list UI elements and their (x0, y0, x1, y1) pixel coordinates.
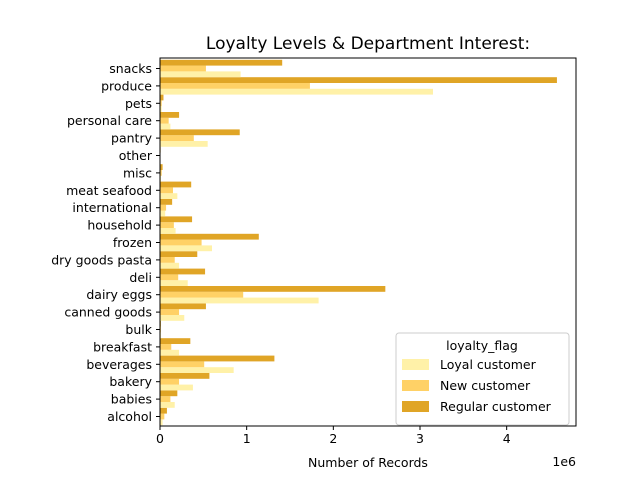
legend-label: Regular customer (440, 399, 552, 414)
bar-dairy-eggs-regular-customer (160, 286, 385, 292)
y-tick-label: misc (123, 165, 152, 180)
bar-breakfast-regular-customer (160, 338, 190, 344)
bar-beverages-regular-customer (160, 356, 274, 362)
bar-bakery-regular-customer (160, 373, 209, 379)
bar-canned-goods-new-customer (160, 309, 179, 315)
bar-dairy-eggs-loyal-customer (160, 298, 319, 304)
bar-dairy-eggs-new-customer (160, 292, 243, 298)
bar-beverages-new-customer (160, 361, 204, 367)
y-tick-label: bakery (109, 374, 152, 389)
x-tick-label: 2 (329, 431, 337, 446)
bar-meat-seafood-regular-customer (160, 182, 191, 188)
legend-label: Loyal customer (440, 357, 537, 372)
bar-meat-seafood-new-customer (160, 187, 173, 193)
y-tick-label: pantry (111, 131, 153, 146)
legend: loyalty_flag Loyal customer New customer R… (396, 333, 569, 425)
bar-dry-goods-pasta-new-customer (160, 257, 175, 263)
bar-deli-loyal-customer (160, 280, 188, 286)
bar-produce-loyal-customer (160, 89, 433, 95)
legend-swatch (402, 359, 429, 370)
bar-produce-new-customer (160, 83, 310, 89)
x-axis-scale-label: 1e6 (552, 454, 576, 469)
bar-snacks-loyal-customer (160, 71, 241, 77)
bar-household-regular-customer (160, 216, 192, 222)
y-tick-label: babies (111, 392, 152, 407)
bar-international-new-customer (160, 205, 166, 211)
x-tick-label: 1 (243, 431, 251, 446)
bar-pantry-new-customer (160, 135, 194, 141)
y-tick-label: other (119, 148, 153, 163)
bar-bakery-loyal-customer (160, 385, 193, 391)
bar-alcohol-new-customer (160, 414, 164, 420)
bar-produce-regular-customer (160, 77, 557, 83)
bar-breakfast-new-customer (160, 344, 171, 350)
bar-babies-loyal-customer (160, 402, 175, 408)
bar-babies-new-customer (160, 396, 170, 402)
y-tick-label: beverages (86, 357, 152, 372)
y-tick-label: bulk (125, 322, 152, 337)
bar-frozen-loyal-customer (160, 245, 212, 251)
legend-title: loyalty_flag (446, 338, 518, 353)
bar-snacks-new-customer (160, 66, 206, 72)
bar-frozen-new-customer (160, 240, 202, 246)
bar-deli-regular-customer (160, 269, 205, 275)
y-tick-label: breakfast (93, 339, 152, 354)
bar-pantry-regular-customer (160, 129, 240, 135)
bar-frozen-regular-customer (160, 234, 259, 240)
x-tick-label: 0 (156, 431, 164, 446)
bar-dry-goods-pasta-loyal-customer (160, 263, 179, 269)
y-tick-label: dairy eggs (86, 287, 152, 302)
bar-personal-care-loyal-customer (160, 124, 170, 130)
y-tick-label: personal care (67, 113, 152, 128)
y-tick-label: pets (125, 96, 152, 111)
y-tick-label: dry goods pasta (51, 252, 152, 267)
y-tick-label: produce (101, 78, 152, 93)
bar-pets-regular-customer (160, 95, 163, 101)
bar-dry-goods-pasta-regular-customer (160, 251, 197, 257)
bar-pantry-loyal-customer (160, 141, 208, 147)
legend-entries: Loyal customer New customer Regular custom… (402, 357, 552, 414)
y-tick-label: deli (129, 270, 152, 285)
chart-title: Loyalty Levels & Department Interest: (206, 34, 530, 54)
bar-personal-care-regular-customer (160, 112, 179, 118)
bar-deli-new-customer (160, 274, 178, 280)
bar-household-loyal-customer (160, 228, 176, 234)
x-tick-label: 3 (416, 431, 424, 446)
bar-canned-goods-regular-customer (160, 303, 206, 309)
y-tick-label: frozen (113, 235, 152, 250)
x-tick-label: 4 (503, 431, 511, 446)
y-tick-label: international (72, 200, 152, 215)
y-tick-label: snacks (109, 61, 152, 76)
bar-snacks-regular-customer (160, 60, 282, 66)
bar-bakery-new-customer (160, 379, 179, 385)
bar-beverages-loyal-customer (160, 367, 234, 373)
x-axis-label: Number of Records (308, 455, 428, 470)
y-tick-label: canned goods (64, 305, 152, 320)
bar-babies-regular-customer (160, 390, 177, 396)
y-tick-label: household (87, 218, 152, 233)
bar-breakfast-loyal-customer (160, 350, 179, 356)
bar-international-loyal-customer (160, 211, 165, 217)
legend-swatch (402, 380, 429, 391)
bar-household-new-customer (160, 222, 174, 228)
legend-label: New customer (440, 378, 531, 393)
bar-international-regular-customer (160, 199, 172, 205)
bar-personal-care-new-customer (160, 118, 169, 124)
bar-meat-seafood-loyal-customer (160, 193, 177, 199)
y-tick-label: meat seafood (66, 183, 152, 198)
y-tick-label: alcohol (107, 409, 152, 424)
bar-alcohol-regular-customer (160, 408, 167, 414)
legend-swatch (402, 401, 429, 412)
bar-canned-goods-loyal-customer (160, 315, 184, 321)
